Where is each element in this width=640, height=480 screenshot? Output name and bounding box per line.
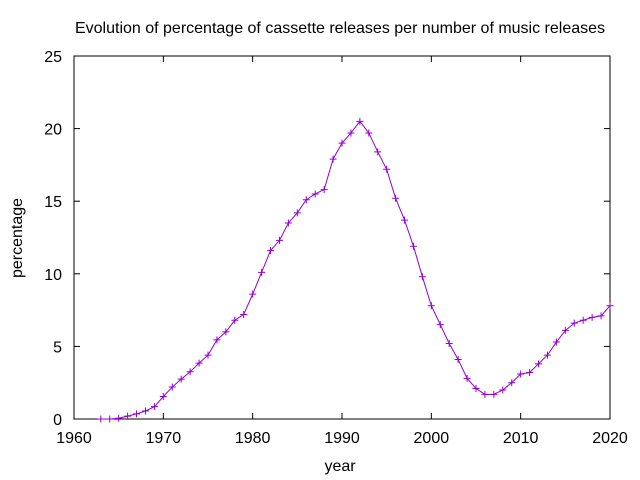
data-point (543, 351, 551, 359)
x-tick-label: 1980 (235, 430, 271, 447)
data-point (454, 355, 462, 363)
x-tick-label: 2020 (592, 430, 628, 447)
data-point (383, 165, 391, 173)
data-point (338, 139, 346, 147)
data-point (258, 268, 266, 276)
data-point (267, 247, 275, 255)
data-point (481, 390, 489, 398)
data-point (409, 242, 417, 250)
data-point (168, 383, 176, 391)
x-tick-label: 2010 (503, 430, 539, 447)
data-point (401, 216, 409, 224)
tick-labels: 1960 1970 1980 1990 2000 2010 2020 0 5 10 15 20 25 (44, 49, 628, 447)
data-point (552, 338, 560, 346)
data-point (508, 379, 516, 387)
data-point (124, 412, 132, 420)
data-point (240, 310, 248, 318)
data-point (517, 370, 525, 378)
axis-ticks (73, 55, 611, 420)
data-point (526, 369, 534, 377)
data-point (570, 319, 578, 327)
x-tick-label: 1970 (146, 430, 182, 447)
data-point (293, 209, 301, 217)
y-tick-label: 20 (44, 122, 62, 139)
data-point (141, 407, 149, 415)
data-point (159, 392, 167, 400)
x-tick-label: 1960 (56, 430, 92, 447)
chart-title: Evolution of percentage of cassette rele… (75, 20, 605, 37)
x-tick-label: 1990 (324, 430, 360, 447)
data-point (561, 326, 569, 334)
y-tick-label: 10 (44, 267, 62, 284)
data-point (392, 194, 400, 202)
data-point (213, 336, 221, 344)
data-point (311, 190, 319, 198)
data-point (356, 117, 364, 125)
data-point (490, 390, 498, 398)
data-point (106, 415, 114, 423)
y-tick-label: 25 (44, 49, 62, 66)
data-point (231, 316, 239, 324)
data-point (222, 328, 230, 336)
data-point (472, 385, 480, 393)
data-point (374, 148, 382, 156)
data-point (579, 316, 587, 324)
y-axis-label: percentage (9, 198, 26, 278)
y-tick-label: 15 (44, 194, 62, 211)
data-point (284, 219, 292, 227)
y-tick-label: 0 (53, 412, 62, 429)
series-markers (97, 117, 614, 423)
data-point (150, 403, 158, 411)
data-point (195, 359, 203, 367)
y-tick-label: 5 (53, 339, 62, 356)
data-point (329, 155, 337, 163)
x-axis-label: year (324, 458, 356, 475)
data-point (249, 290, 257, 298)
data-point (463, 374, 471, 382)
data-point (499, 386, 507, 394)
data-point (427, 302, 435, 310)
data-point (418, 273, 426, 281)
data-point (347, 129, 355, 137)
data-point (186, 368, 194, 376)
plot-frame (73, 55, 611, 420)
data-point (115, 414, 123, 422)
data-point (535, 360, 543, 368)
data-point (588, 313, 596, 321)
data-point (302, 196, 310, 204)
x-tick-label: 2000 (414, 430, 450, 447)
data-point (177, 375, 185, 383)
data-point (275, 236, 283, 244)
data-point (365, 129, 373, 137)
data-point (133, 410, 141, 418)
series-line (100, 120, 611, 420)
data-point (97, 415, 105, 423)
data-point (320, 186, 328, 194)
data-point (445, 339, 453, 347)
data-point (436, 321, 444, 329)
data-point (597, 312, 605, 320)
data-point (606, 302, 614, 310)
data-point (204, 351, 212, 359)
